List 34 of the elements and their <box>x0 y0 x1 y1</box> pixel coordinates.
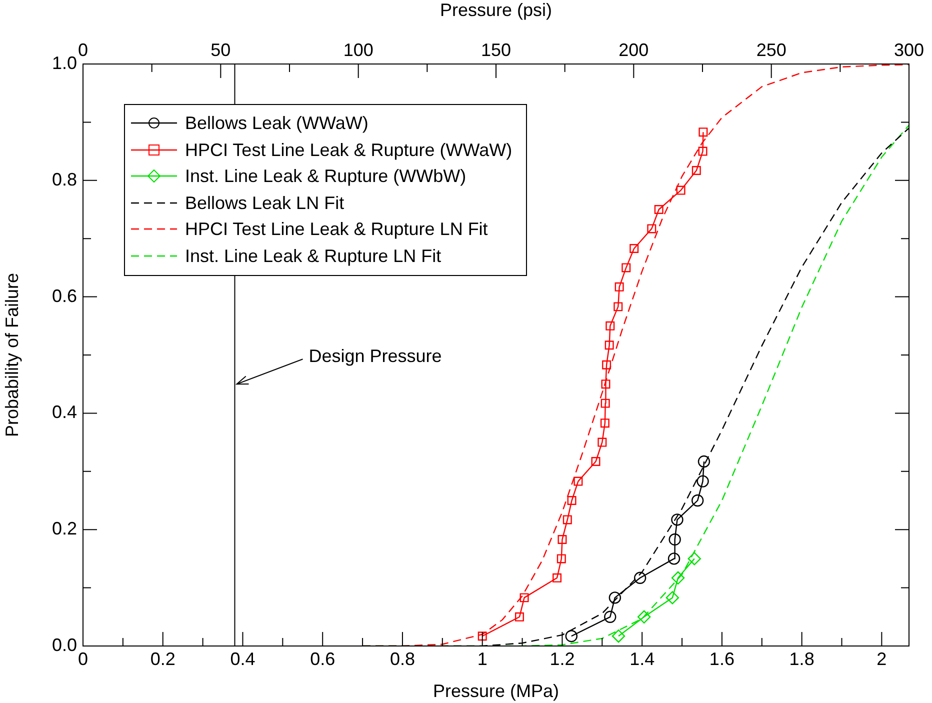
y-tick-label: 0.6 <box>52 286 77 306</box>
y-tick-label: 0.4 <box>52 402 77 422</box>
x2-tick-label: 0 <box>78 40 88 60</box>
x-tick-label: 0.4 <box>230 648 256 669</box>
legend-label: Bellows Leak LN Fit <box>185 192 344 214</box>
x-tick-label: 2 <box>876 648 887 669</box>
legend-label: Inst. Line Leak & Rupture (WWbW) <box>185 165 466 188</box>
legend-label: HPCI Test Line Leak & Rupture (WWaW) <box>185 138 512 162</box>
x-tick-label: 1.8 <box>789 648 814 669</box>
annotation: Design Pressure <box>308 346 442 366</box>
x-tick-label: 0.6 <box>310 648 336 669</box>
legend-label: Inst. Line Leak & Rupture LN Fit <box>185 244 442 268</box>
y-tick-label: 0.0 <box>52 634 77 655</box>
x2-tick-label: 100 <box>343 40 374 60</box>
x-axis-title: Pressure (MPa) <box>432 681 560 702</box>
x-tick-label: 0.8 <box>390 648 415 669</box>
x-tick-label: 1.4 <box>630 648 655 669</box>
x2-tick-label: 50 <box>210 40 231 60</box>
y-axis-title: Probability of Failure <box>2 272 22 438</box>
y-tick-label: 0.2 <box>52 518 77 539</box>
x-tick-label: 0.2 <box>150 648 176 669</box>
legend-label: Bellows Leak (WWaW) <box>185 112 368 135</box>
x2-tick-label: 250 <box>756 40 786 60</box>
legend-label: HPCI Test Line Leak & Rupture LN Fit <box>185 218 488 241</box>
x-tick-label: 1.6 <box>709 648 734 669</box>
x2-tick-label: 300 <box>894 40 924 60</box>
y-tick-label: 1.0 <box>52 52 77 73</box>
x-tick-label: 1.2 <box>550 648 575 669</box>
y-tick-label: 0.8 <box>52 169 77 190</box>
x-tick-label: 0 <box>78 648 88 669</box>
x2-tick-label: 200 <box>618 40 649 60</box>
x2-tick-label: 150 <box>480 40 512 60</box>
x2-axis-title: Pressure (psi) <box>440 0 552 20</box>
x-tick-label: 1 <box>477 648 488 669</box>
